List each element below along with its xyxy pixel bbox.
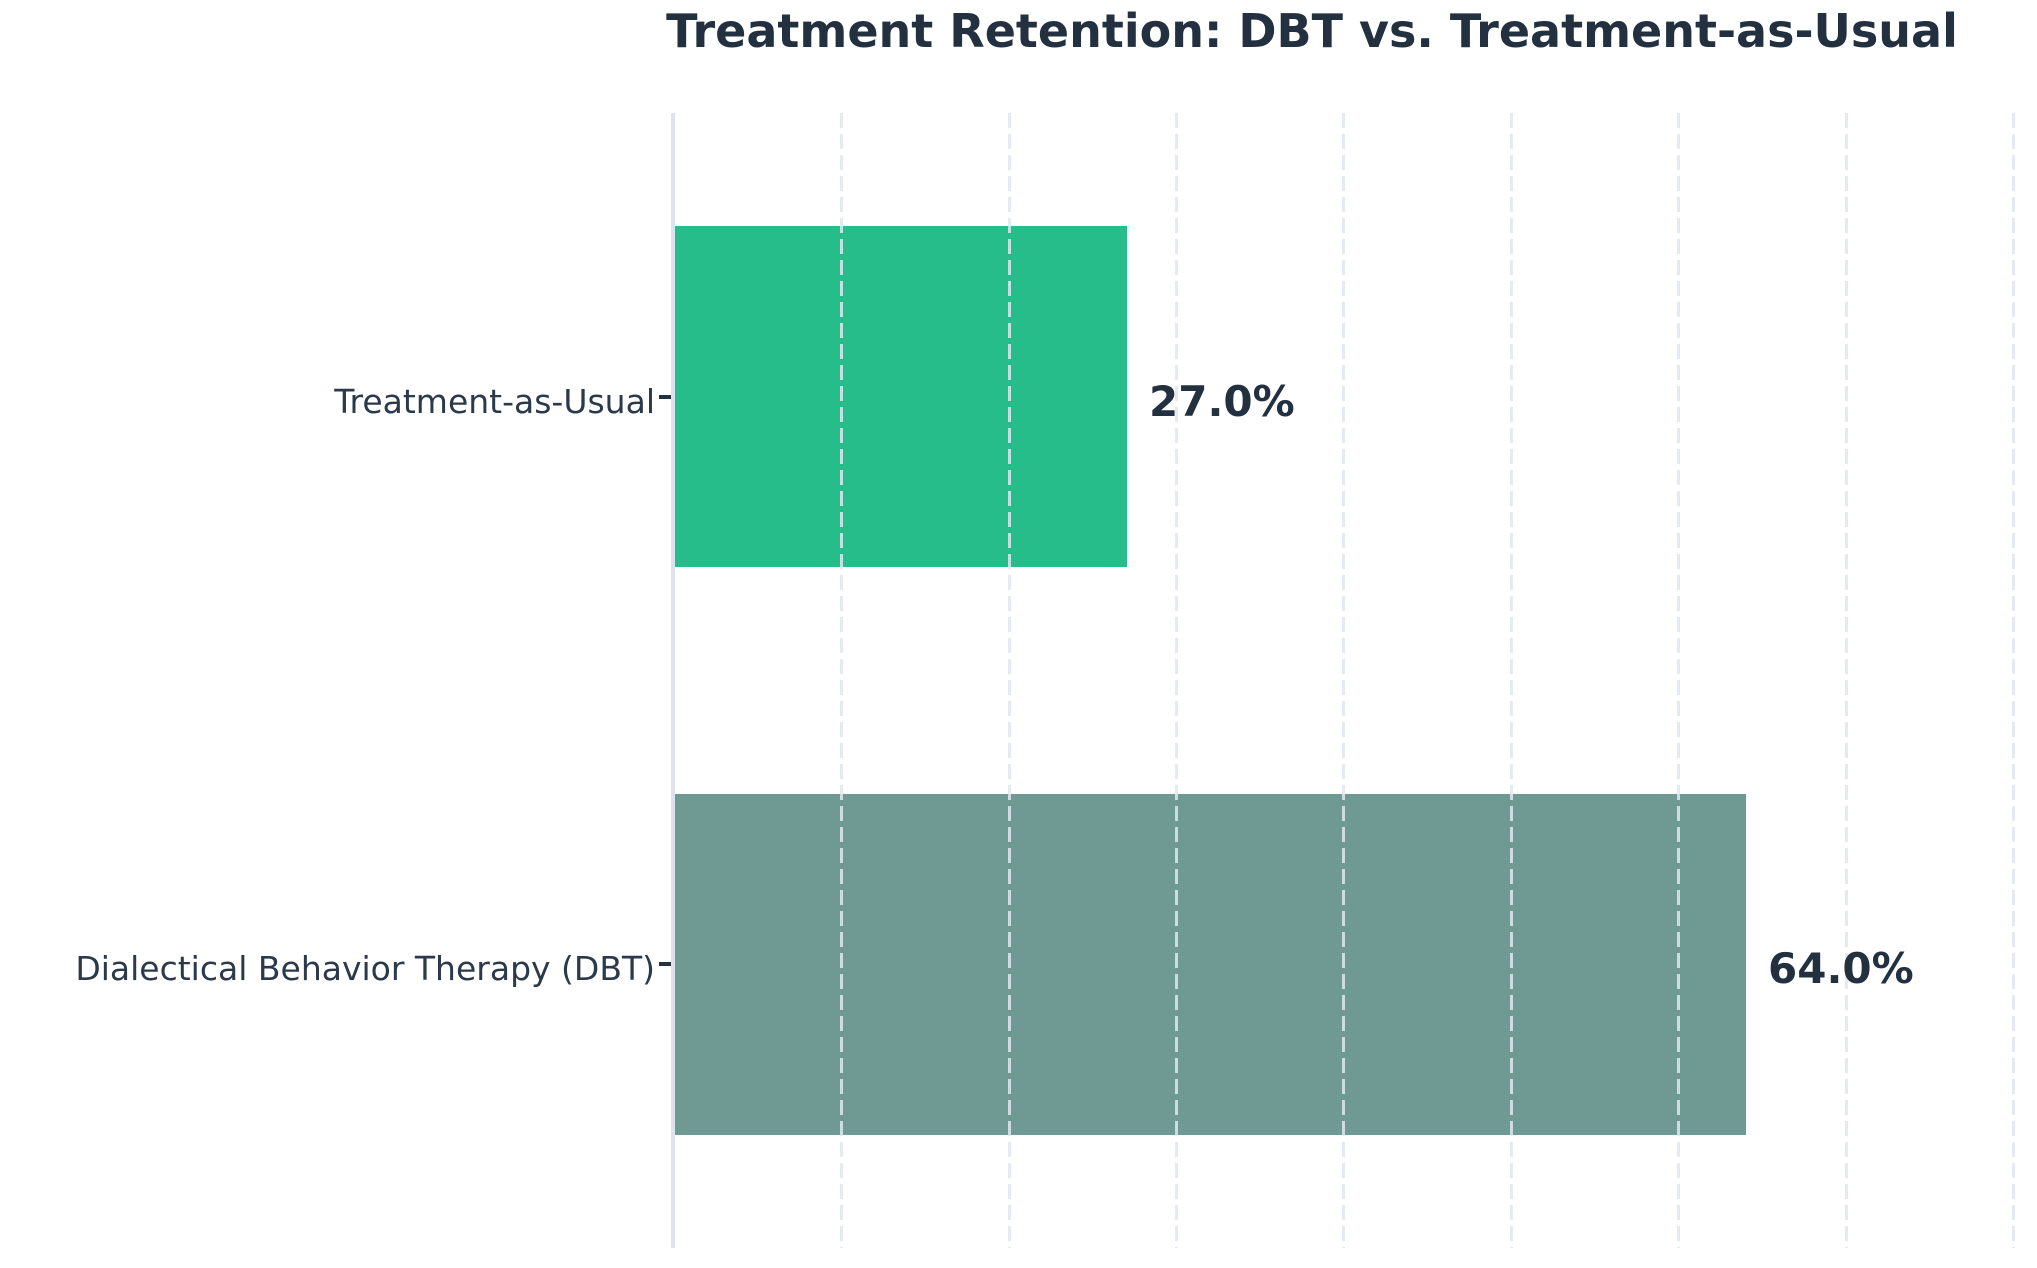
y-axis-tick-treatment-as-usual [659, 395, 671, 399]
y-axis-tick-dialectical-behavior-therapy-dbt [659, 962, 671, 966]
bar-dialectical-behavior-therapy-dbt [675, 794, 1746, 1135]
gridline-30-percent [1175, 113, 1178, 1248]
y-axis-category-label-dialectical-behavior-therapy-dbt: Dialectical Behavior Therapy (DBT) [75, 949, 655, 988]
chart-title: Treatment Retention: DBT vs. Treatment-a… [666, 4, 1958, 58]
bar-value-label-dialectical-behavior-therapy-dbt: 64.0% [1768, 944, 1914, 993]
bar-value-label-treatment-as-usual: 27.0% [1149, 377, 1295, 426]
gridline-80-percent [2012, 113, 2015, 1248]
gridline-20-percent [1008, 113, 1011, 1248]
gridline-70-percent [1845, 113, 1848, 1248]
gridline-40-percent [1342, 113, 1345, 1248]
y-axis-line [671, 113, 675, 1248]
bar-treatment-as-usual [675, 226, 1127, 567]
gridline-50-percent [1510, 113, 1513, 1248]
gridline-60-percent [1677, 113, 1680, 1248]
y-axis-category-label-treatment-as-usual: Treatment-as-Usual [334, 382, 655, 421]
gridline-10-percent [840, 113, 843, 1248]
